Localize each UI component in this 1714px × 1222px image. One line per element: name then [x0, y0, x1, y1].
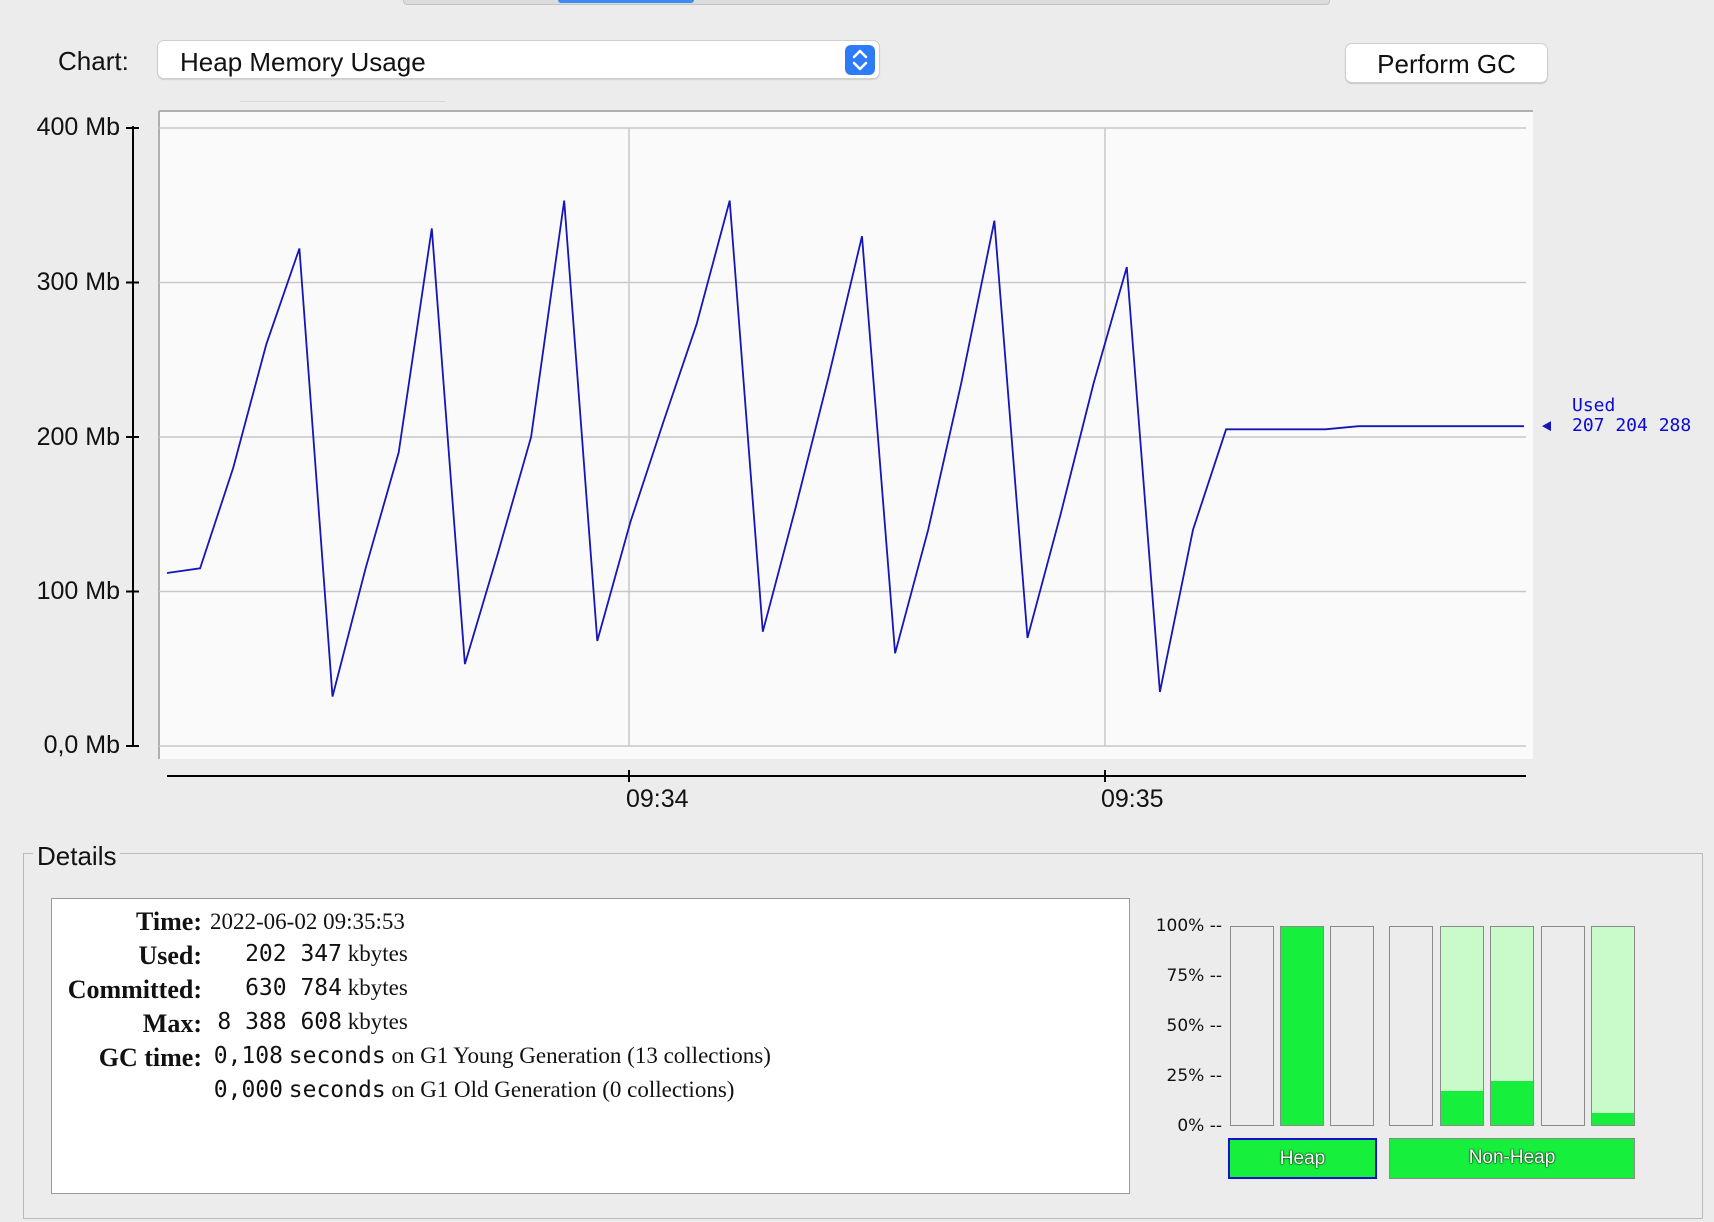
- x-tick-label: 09:35: [1101, 785, 1164, 813]
- max-number: 8 388 608: [217, 1009, 342, 1035]
- bar-fill: [1281, 927, 1323, 1125]
- chart-label: Chart:: [58, 46, 129, 76]
- committed-unit: kbytes: [347, 975, 408, 1000]
- nonheap-pool-bar: [1591, 926, 1635, 1126]
- used-unit: kbytes: [347, 941, 408, 966]
- committed-key: Committed:: [67, 975, 202, 1004]
- details-info-box: Time: 2022-06-02 09:35:53 Used: 202 347 …: [51, 898, 1130, 1194]
- committed-value: 630 784 kbytes: [210, 975, 408, 1001]
- nonheap-pool-bar: [1490, 926, 1534, 1126]
- nonheap-pool-bar: [1389, 926, 1433, 1126]
- plot-area: [159, 111, 1533, 759]
- gc-young-text: on G1 Young Generation (13 collections): [391, 1043, 771, 1068]
- gc-old-number: 0,000: [213, 1077, 283, 1103]
- gc-time-key: GC time:: [98, 1043, 202, 1072]
- max-unit: kbytes: [347, 1009, 408, 1034]
- gc-young-unit: seconds: [288, 1043, 386, 1069]
- heap-pool-bar: [1280, 926, 1324, 1126]
- heap-legend-button[interactable]: Heap: [1228, 1138, 1377, 1179]
- gc-young-number: 0,108: [213, 1043, 283, 1069]
- time-value: 2022-06-02 09:35:53: [210, 909, 405, 934]
- heap-pool-bar: [1330, 926, 1374, 1126]
- gc-old-value: 0,000 seconds on G1 Old Generation (0 co…: [210, 1077, 735, 1103]
- bar-fill: [1441, 1091, 1483, 1125]
- chart-select-value: Heap Memory Usage: [180, 47, 426, 77]
- series-line-used: [166, 200, 1524, 697]
- heap-memory-chart: [126, 110, 1551, 782]
- gc-old-unit: seconds: [288, 1077, 386, 1103]
- gc-old-text: on G1 Old Generation (0 collections): [391, 1077, 735, 1102]
- chevron-updown-icon[interactable]: [845, 45, 875, 75]
- max-value: 8 388 608 kbytes: [210, 1009, 408, 1035]
- bar-fill: [1491, 1081, 1533, 1125]
- current-value-marker: [1542, 421, 1551, 432]
- pct-label: 0% --: [1177, 1116, 1222, 1136]
- nonheap-legend-button[interactable]: Non-Heap: [1389, 1138, 1635, 1179]
- time-key: Time:: [136, 907, 202, 936]
- used-legend-value: 207 204 288: [1572, 415, 1692, 436]
- details-panel: [23, 853, 1703, 1219]
- y-tick-label: 300 Mb: [36, 268, 120, 296]
- used-key: Used:: [138, 941, 202, 970]
- y-tick-label: 200 Mb: [36, 423, 120, 451]
- x-tick-label: 09:34: [626, 785, 689, 813]
- pct-label: 25% --: [1166, 1066, 1222, 1086]
- divider: [240, 101, 445, 102]
- tab-selected-indicator[interactable]: [558, 0, 694, 3]
- used-number: 202 347: [245, 941, 342, 967]
- nonheap-pool-bar: [1440, 926, 1484, 1126]
- used-value: 202 347 kbytes: [210, 941, 408, 967]
- tab-strip: [403, 0, 1330, 5]
- used-legend: Used 207 204 288: [1572, 396, 1691, 436]
- y-tick-label: 100 Mb: [36, 577, 120, 605]
- chart-select[interactable]: Heap Memory Usage: [157, 40, 880, 79]
- bar-fill: [1592, 1113, 1634, 1125]
- committed-number: 630 784: [245, 975, 342, 1001]
- pct-label: 100% --: [1155, 916, 1222, 936]
- nonheap-pool-bar: [1541, 926, 1585, 1126]
- used-legend-label: Used: [1572, 395, 1616, 416]
- details-title: Details: [33, 841, 121, 872]
- y-tick-label: 400 Mb: [36, 113, 120, 141]
- y-tick-label: 0,0 Mb: [43, 731, 120, 759]
- max-key: Max:: [142, 1009, 202, 1038]
- gc-young-value: 0,108 seconds on G1 Young Generation (13…: [210, 1043, 771, 1069]
- pct-label: 75% --: [1166, 966, 1222, 986]
- pct-label: 50% --: [1166, 1016, 1222, 1036]
- perform-gc-button[interactable]: Perform GC: [1345, 43, 1548, 83]
- heap-pool-bar: [1230, 926, 1274, 1126]
